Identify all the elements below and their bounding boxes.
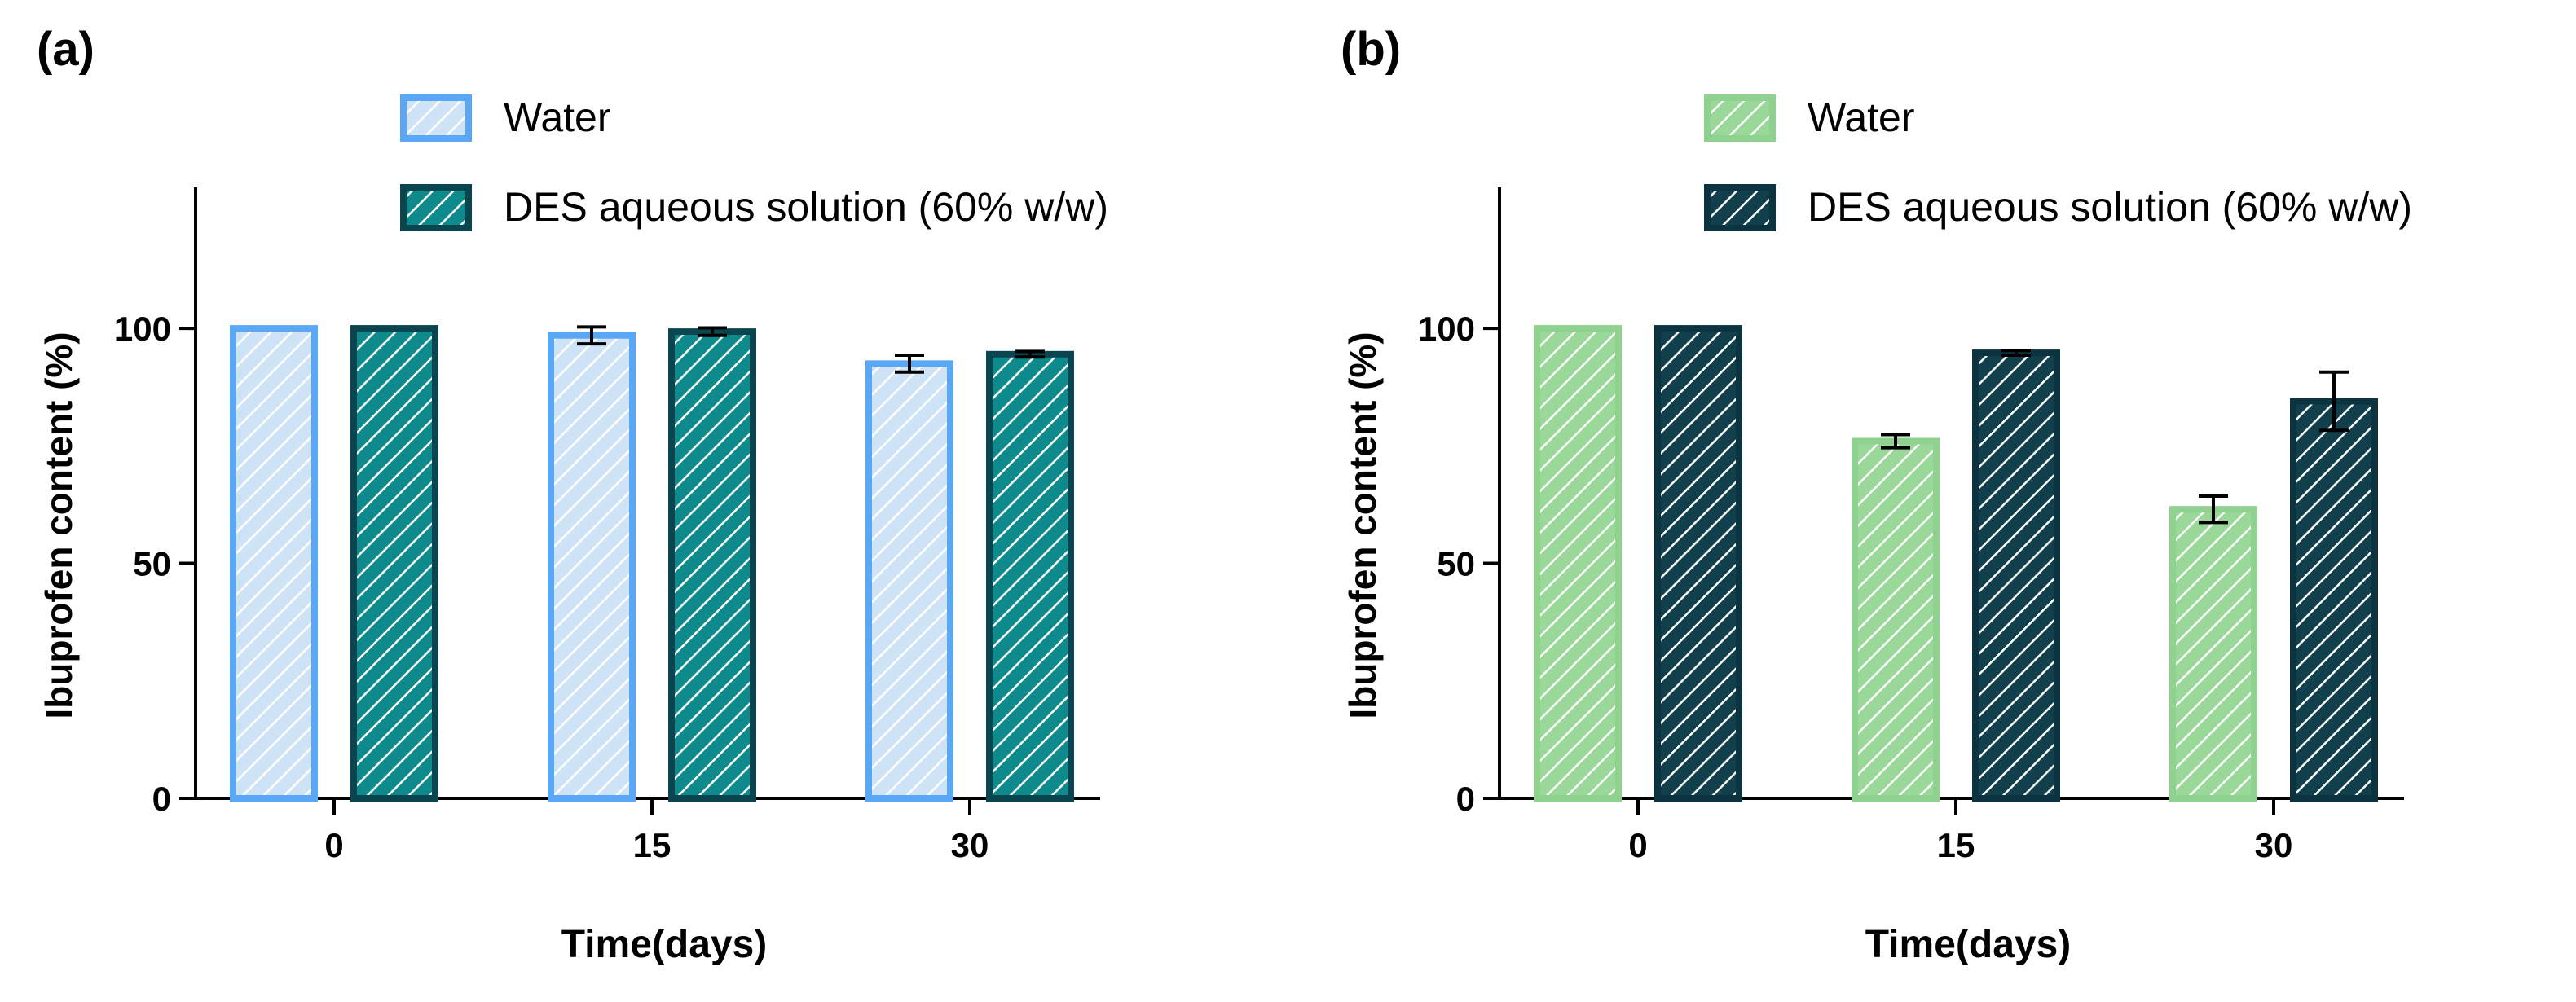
- x-tick-label: 15: [633, 826, 672, 864]
- legend-swatch: [1704, 184, 1776, 231]
- bar-des-day-30: [2290, 398, 2378, 802]
- error-bar: [1015, 349, 1045, 359]
- bar-des-day-15: [1972, 349, 2060, 802]
- x-tick-label: 30: [2255, 826, 2293, 864]
- legend-swatch: [400, 184, 472, 231]
- error-bar: [2001, 349, 2031, 357]
- y-axis-label: Ibuprofen content (%): [1341, 332, 1384, 719]
- legend-swatch: [1704, 94, 1776, 142]
- error-bar: [1881, 433, 1910, 450]
- error-bar: [895, 353, 924, 374]
- legend-swatch: [400, 94, 472, 142]
- legend: Water DES aqueous solution (60% w/w): [1704, 94, 2412, 231]
- bar-water-day-15: [548, 332, 636, 802]
- error-bar: [2319, 370, 2349, 433]
- y-tick-label: 0: [1456, 780, 1475, 818]
- bar-des-day-30: [986, 350, 1074, 802]
- bar-water-day-0: [230, 325, 318, 802]
- y-tick-label: 100: [114, 310, 171, 348]
- error-bar: [698, 326, 727, 337]
- legend-label: Water: [504, 94, 611, 140]
- panel-label: (a): [37, 23, 95, 76]
- x-tick-label: 0: [1628, 826, 1647, 864]
- x-tick-label: 30: [951, 826, 989, 864]
- error-bar: [577, 325, 606, 346]
- bar-water-day-15: [1852, 437, 1940, 802]
- bar-des-day-0: [1654, 325, 1742, 802]
- panel-a: (a) 0 50 100 Ibuprofen content (%) 0 15 30 Time(…: [37, 23, 1108, 966]
- y-tick-label: 0: [152, 780, 171, 818]
- legend-label: Water: [1808, 94, 1915, 140]
- legend: Water DES aqueous solution (60% w/w): [400, 94, 1108, 231]
- legend-label: DES aqueous solution (60% w/w): [504, 184, 1108, 230]
- bar-water-day-30: [2169, 506, 2257, 802]
- x-axis-label: Time(days): [1865, 923, 2072, 966]
- bar-des-day-0: [350, 325, 438, 802]
- bar-des-day-15: [668, 328, 756, 802]
- y-tick-label: 100: [1418, 310, 1475, 348]
- x-axis-label: Time(days): [561, 923, 768, 966]
- y-tick-label: 50: [1437, 545, 1475, 583]
- error-bar: [2199, 494, 2228, 525]
- bar-water-day-0: [1534, 325, 1622, 802]
- y-tick-label: 50: [133, 545, 171, 583]
- y-axis-label: Ibuprofen content (%): [37, 332, 80, 719]
- panel-b: (b) 0 50 100 Ibuprofen content (%) 0 15 30 Time(…: [1341, 23, 2412, 966]
- panel-label: (b): [1341, 23, 1401, 76]
- legend-label: DES aqueous solution (60% w/w): [1808, 184, 2412, 230]
- bar-water-day-30: [865, 360, 953, 802]
- x-tick-label: 0: [324, 826, 343, 864]
- x-tick-label: 15: [1937, 826, 1975, 864]
